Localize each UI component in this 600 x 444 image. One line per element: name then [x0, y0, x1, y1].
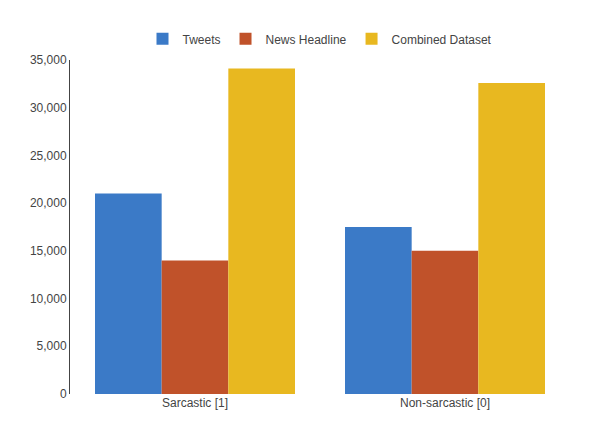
- svg-text:Combined Dataset: Combined Dataset: [392, 33, 492, 47]
- svg-text:Tweets: Tweets: [183, 33, 221, 47]
- svg-text:25,000: 25,000: [30, 149, 67, 163]
- svg-text:15,000: 15,000: [30, 244, 67, 258]
- svg-text:Non-sarcastic [0]: Non-sarcastic [0]: [400, 396, 490, 410]
- svg-text:20,000: 20,000: [30, 196, 67, 210]
- svg-text:5,000: 5,000: [37, 339, 67, 353]
- svg-text:10,000: 10,000: [30, 292, 67, 306]
- svg-text:Sarcastic [1]: Sarcastic [1]: [162, 396, 228, 410]
- svg-text:News Headline: News Headline: [266, 33, 347, 47]
- svg-text:35,000: 35,000: [30, 53, 67, 67]
- svg-text:0: 0: [60, 387, 67, 401]
- svg-text:30,000: 30,000: [30, 101, 67, 115]
